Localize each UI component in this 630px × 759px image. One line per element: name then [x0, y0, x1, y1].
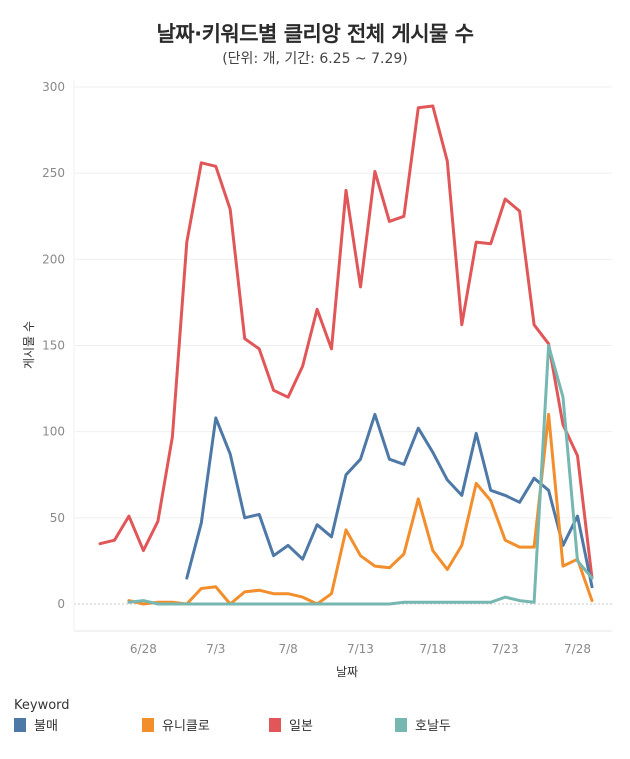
legend: Keyword 불매 유니클로 일본 호날두	[14, 698, 624, 735]
y-tick-label: 250	[42, 166, 65, 180]
y-axis-ticks: 0 50 100 150 200 250 300	[42, 80, 65, 611]
x-tick-label: 7/13	[347, 642, 374, 656]
legend-items: 불매 유니클로 일본 호날두	[14, 715, 624, 735]
legend-swatch	[14, 717, 26, 732]
legend-item-japan[interactable]: 일본	[269, 715, 313, 734]
legend-swatch	[395, 717, 407, 732]
series-line-uniqlo[interactable]	[127, 412, 594, 606]
series-line-bulmae[interactable]	[185, 412, 594, 589]
legend-label: 불매	[34, 719, 58, 734]
series-lines	[98, 104, 594, 606]
legend-item-bulmae[interactable]: 불매	[14, 715, 58, 734]
legend-item-ronaldo[interactable]: 호날두	[395, 715, 451, 734]
legend-label: 호날두	[415, 719, 451, 734]
x-tick-label: 7/8	[278, 642, 297, 656]
legend-swatch	[142, 717, 154, 732]
chart-title: 날짜·키워드별 클리앙 전체 게시물 수	[156, 22, 474, 46]
x-tick-label: 7/28	[564, 642, 591, 656]
chart-subtitle: (단위: 개, 기간: 6.25 ~ 7.29)	[222, 51, 408, 67]
y-axis-title: 게시물 수	[22, 321, 36, 369]
y-tick-label: 300	[42, 80, 65, 94]
series-line-japan[interactable]	[98, 104, 594, 580]
y-tick-label: 150	[42, 339, 65, 353]
legend-label: 일본	[289, 719, 313, 734]
x-tick-label: 6/28	[130, 642, 157, 656]
x-axis-ticks: 6/28 7/3 7/8 7/13 7/18 7/23 7/28	[130, 642, 591, 656]
legend-item-uniqlo[interactable]: 유니클로	[142, 715, 210, 734]
y-tick-label: 200	[42, 252, 65, 266]
legend-title: Keyword	[14, 698, 70, 713]
x-tick-label: 7/18	[419, 642, 446, 656]
legend-swatch	[269, 717, 281, 732]
y-tick-label: 100	[42, 425, 65, 439]
x-tick-label: 7/23	[492, 642, 519, 656]
x-axis-title: 날짜	[336, 665, 358, 679]
line-chart: 0 50 100 150 200 250 300 6/28 7/3 7/8 7/13 7/18 7/2…	[22, 80, 612, 679]
series-line-ronaldo[interactable]	[127, 344, 594, 606]
y-tick-label: 0	[57, 597, 65, 611]
y-tick-label: 50	[50, 511, 65, 525]
legend-label: 유니클로	[162, 719, 210, 734]
x-tick-label: 7/3	[206, 642, 225, 656]
